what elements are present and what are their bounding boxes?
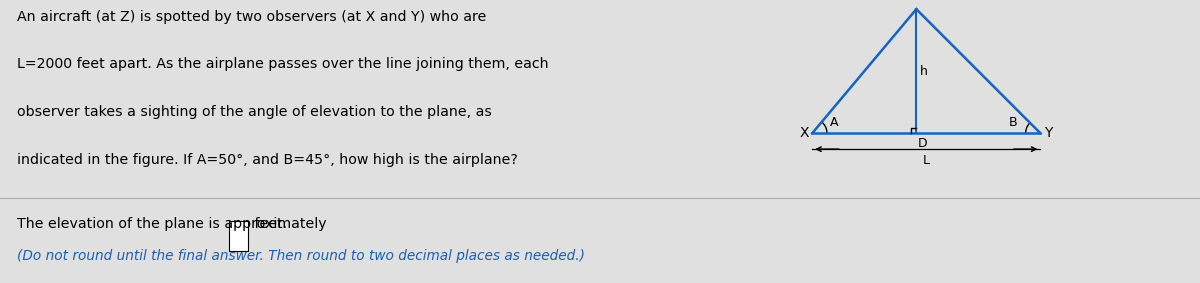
Text: Y: Y bbox=[1044, 126, 1052, 140]
Text: L: L bbox=[923, 154, 930, 167]
Text: B: B bbox=[1008, 116, 1018, 129]
Text: observer takes a sighting of the angle of elevation to the plane, as: observer takes a sighting of the angle o… bbox=[17, 105, 492, 119]
Text: h: h bbox=[920, 65, 928, 78]
Text: Z: Z bbox=[912, 0, 922, 3]
Text: The elevation of the plane is approximately: The elevation of the plane is approximat… bbox=[17, 217, 326, 231]
Text: A: A bbox=[830, 116, 839, 129]
Text: (Do not round until the final answer. Then round to two decimal places as needed: (Do not round until the final answer. Th… bbox=[17, 249, 584, 263]
Text: indicated in the figure. If A=50°, and B=45°, how high is the airplane?: indicated in the figure. If A=50°, and B… bbox=[17, 153, 518, 166]
FancyBboxPatch shape bbox=[229, 221, 248, 251]
Text: D: D bbox=[918, 137, 928, 150]
Text: An aircraft (at Z) is spotted by two observers (at X and Y) who are: An aircraft (at Z) is spotted by two obs… bbox=[17, 10, 486, 24]
Text: L=2000 feet apart. As the airplane passes over the line joining them, each: L=2000 feet apart. As the airplane passe… bbox=[17, 57, 548, 71]
Text: X: X bbox=[799, 126, 809, 140]
Text: feet.: feet. bbox=[250, 217, 287, 231]
